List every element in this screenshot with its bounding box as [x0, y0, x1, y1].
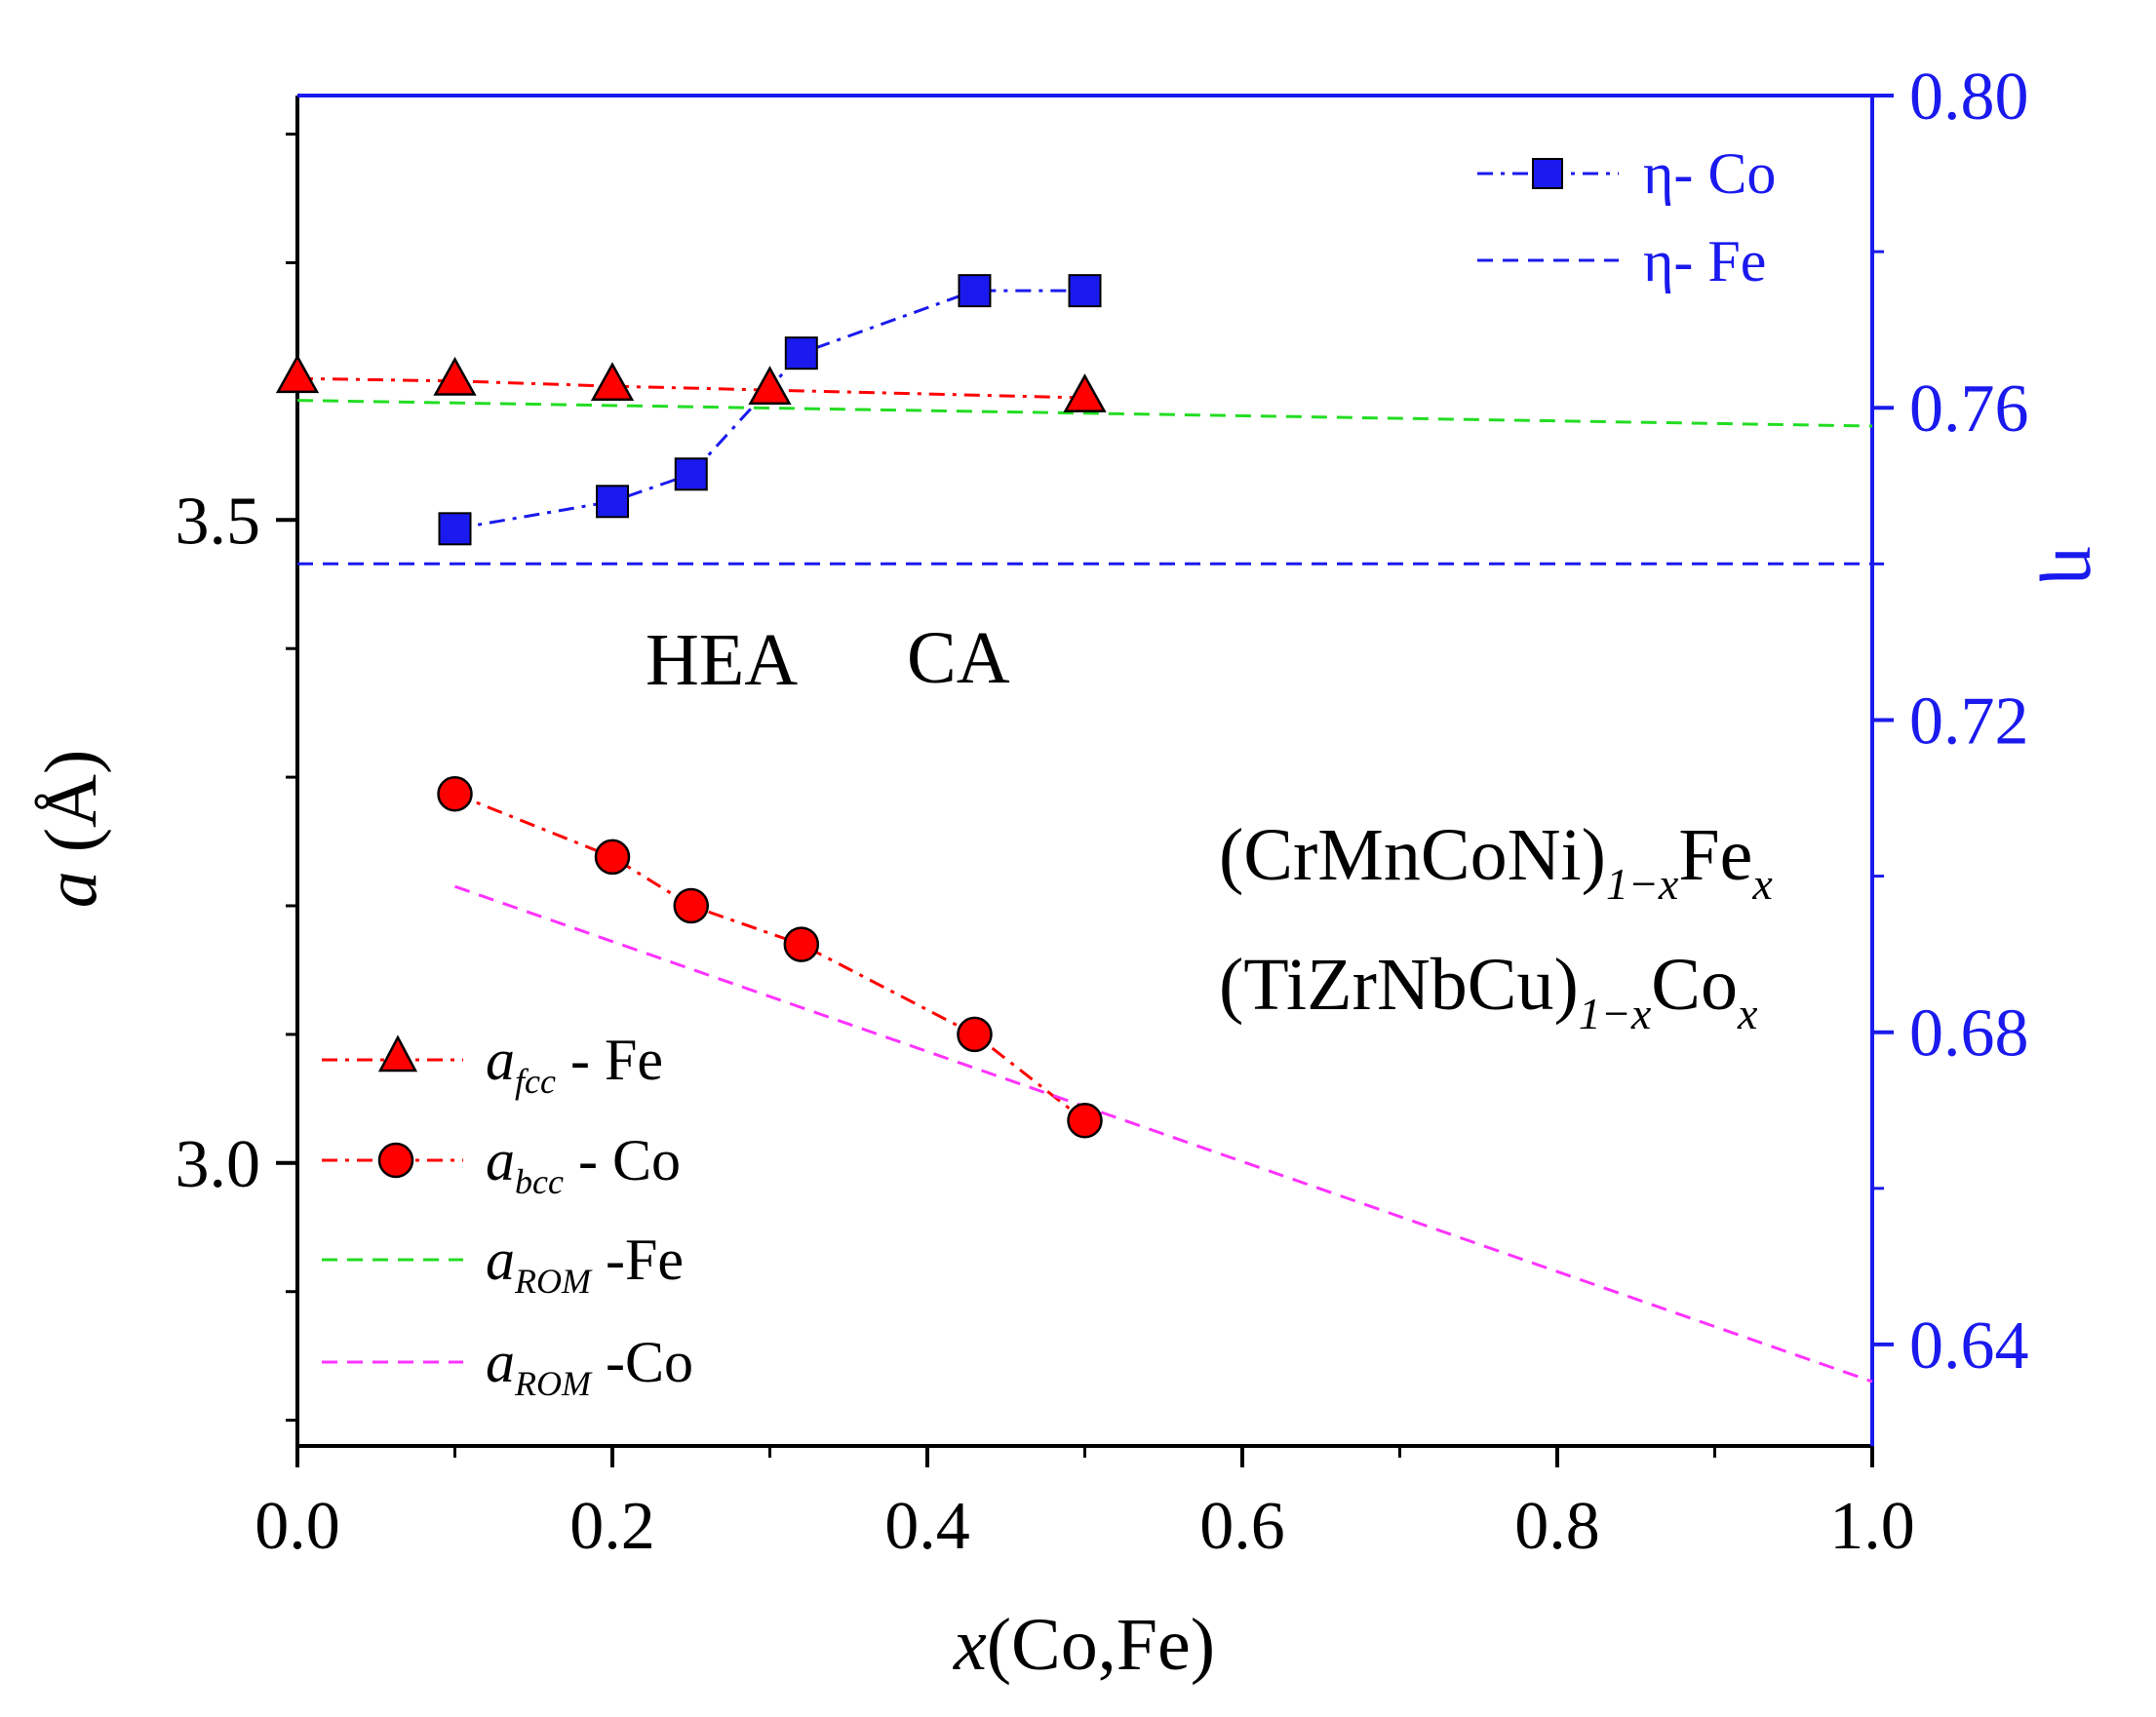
series-4-point-3	[784, 336, 818, 371]
series-4-point-1	[596, 485, 629, 519]
legend-afcc-fe-sub: fcc	[515, 1062, 556, 1101]
formula2-sub: 1−x	[1579, 989, 1652, 1038]
legend-abcc-co-sub: bcc	[515, 1162, 564, 1201]
legend-arom-co-label: aROM -Co	[486, 1330, 693, 1403]
y2-tick-label-2: 0.72	[1909, 683, 2029, 759]
x-tick-label-0: 0.0	[255, 1489, 340, 1564]
formula2-x: x	[1737, 989, 1758, 1038]
annotation-hea: HEA	[646, 619, 798, 701]
legend-eta-co-marker	[1532, 158, 1563, 189]
legend-arom-fe-sym: a	[486, 1228, 515, 1292]
x-axis-title-rest: (Co,Fe)	[987, 1604, 1215, 1686]
plot-area	[295, 94, 1874, 1448]
legend-abcc-co-sym: a	[486, 1128, 515, 1192]
series-0-point-1	[433, 356, 477, 396]
formula1-sub: 1−x	[1606, 859, 1679, 909]
x-tick-label-4: 0.8	[1514, 1489, 1600, 1564]
legend-left: afcc - Fe abcc - Co aROM -Fe aROM -Co	[322, 1028, 693, 1403]
y-tick-label-0: 3.0	[176, 1127, 261, 1202]
legend-arom-co: aROM -Co	[322, 1330, 693, 1403]
series-0-point-3	[748, 366, 792, 405]
legend-afcc-fe-suffix: - Fe	[556, 1028, 663, 1092]
formula-crmncconi-fe: (CrMnCoNi)1−xFex	[1219, 814, 1773, 909]
legend-arom-fe-suffix: -Fe	[591, 1228, 684, 1292]
series-4-point-5	[1068, 274, 1102, 308]
y-axis-title-rest: (Å)	[30, 750, 112, 872]
series-line-2	[296, 399, 1873, 428]
y2-tick-label-0: 0.64	[1909, 1308, 2029, 1384]
x-tick-label-1: 0.2	[569, 1489, 655, 1564]
formula2-el: Co	[1651, 944, 1738, 1026]
x-tick-label-5: 1.0	[1829, 1489, 1915, 1564]
series-line-1	[453, 792, 1086, 1122]
legend-arom-fe: aROM -Fe	[322, 1228, 684, 1301]
legend-arom-co-sym: a	[486, 1330, 515, 1394]
series-0-point-0	[275, 354, 320, 394]
y2-tick-label-3: 0.76	[1909, 371, 2029, 447]
legend-afcc-fe-sym: a	[486, 1028, 515, 1092]
series-4-point-4	[958, 274, 992, 308]
series-0-point-4	[1063, 373, 1107, 412]
legend-eta-co-label: η- Co	[1643, 141, 1776, 206]
y-axis-title: a (Å)	[30, 750, 112, 909]
legend-arom-fe-label: aROM -Fe	[486, 1228, 684, 1301]
legend-abcc-co-label: abcc - Co	[486, 1128, 681, 1201]
formula1-main: (CrMnCoNi)	[1219, 814, 1606, 896]
y2-tick-label-1: 0.68	[1909, 996, 2029, 1072]
y2-axis-title: η	[2039, 546, 2121, 585]
legend-right: η- Co η- Fe	[1477, 141, 1776, 293]
legend-afcc-fe-label: afcc - Fe	[486, 1028, 663, 1101]
x-axis-title-italic: x	[953, 1604, 987, 1686]
series-line-3	[454, 884, 1873, 1384]
y2-tick-label-4: 0.80	[1909, 59, 2029, 135]
y-axis-title-italic: a	[30, 871, 112, 908]
formula-tizrnbcu-co: (TiZrNbCu)1−xCox	[1219, 944, 1758, 1038]
series-1-point-0	[437, 775, 473, 812]
legend-afcc-fe-marker	[377, 1034, 418, 1073]
legend-afcc-fe: afcc - Fe	[322, 1028, 663, 1101]
legend-abcc-co-marker	[377, 1142, 414, 1179]
series-layer	[296, 289, 1873, 1384]
series-1-point-2	[673, 887, 709, 924]
series-1-point-4	[957, 1016, 993, 1053]
legend-arom-fe-sub: ROM	[514, 1262, 593, 1301]
legend-abcc-co-suffix: - Co	[564, 1128, 681, 1192]
series-1-point-3	[783, 926, 820, 962]
x-tick-label-2: 0.4	[884, 1489, 970, 1564]
legend-abcc-co: abcc - Co	[322, 1128, 681, 1201]
series-1-point-1	[594, 839, 631, 876]
annotation-ca: CA	[907, 617, 1010, 699]
series-line-0	[296, 376, 1085, 400]
legend-arom-co-suffix: -Co	[591, 1330, 693, 1394]
series-0-point-2	[590, 362, 635, 402]
formula1-el: Fe	[1678, 814, 1752, 896]
legend-eta-fe: η- Fe	[1477, 229, 1766, 293]
series-line-4	[454, 289, 1085, 530]
x-axis-title: x(Co,Fe)	[953, 1604, 1215, 1686]
series-4-point-0	[438, 512, 472, 546]
formula2-main: (TiZrNbCu)	[1219, 944, 1579, 1026]
series-1-point-5	[1067, 1103, 1103, 1139]
markers-layer	[275, 274, 1107, 1139]
legend-eta-co: η- Co	[1477, 141, 1776, 206]
legend-arom-co-sub: ROM	[514, 1364, 593, 1403]
series-4-point-2	[674, 457, 708, 491]
legend-eta-fe-label: η- Fe	[1643, 229, 1766, 293]
x-tick-label-3: 0.6	[1199, 1489, 1285, 1564]
y-tick-label-1: 3.5	[176, 484, 261, 559]
formula1-x: x	[1751, 859, 1773, 909]
ticks: 0.0 0.2 0.4 0.6 0.8 1.0 3.0 3.5 0.64 0.68 0.72 0.76…	[176, 59, 2029, 1564]
